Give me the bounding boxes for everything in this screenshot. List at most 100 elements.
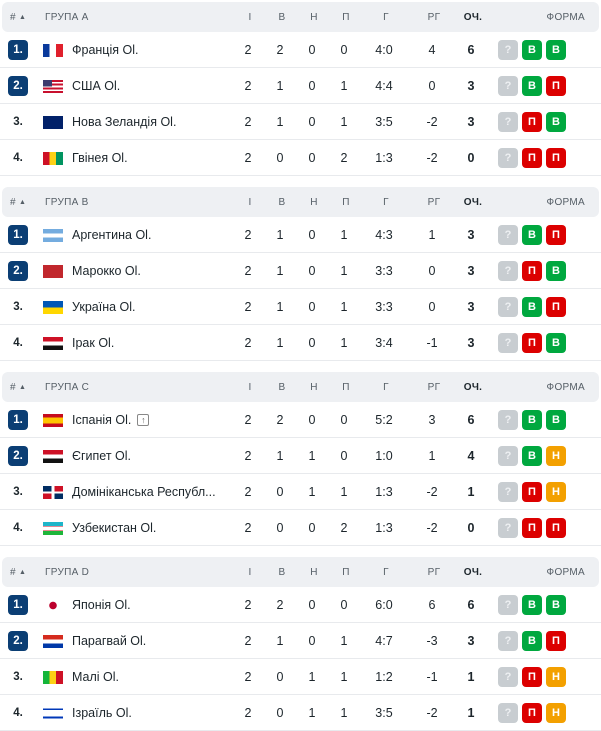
form-badge[interactable]: ? (498, 667, 518, 687)
won-header[interactable]: В (278, 11, 286, 23)
team-name[interactable]: Гвінея Ol. (72, 150, 128, 165)
table-row[interactable]: 1. Японія Ol. 2 2 0 0 6:0 6 6 ? В В (0, 587, 601, 623)
lost-header[interactable]: П (342, 381, 350, 393)
played-header[interactable]: І (248, 196, 252, 208)
drawn-header[interactable]: Н (310, 11, 318, 23)
points-header[interactable]: ОЧ. (463, 11, 483, 23)
team-name-cell[interactable]: Ірак Ol. (72, 325, 114, 360)
form-badge[interactable]: В (522, 446, 542, 466)
team-name-cell[interactable]: Парагвай Ol. (72, 623, 146, 658)
form-badge[interactable]: В (522, 297, 542, 317)
form-badge[interactable]: В (522, 225, 542, 245)
team-name-cell[interactable]: Японія Ol. (72, 587, 131, 622)
table-row[interactable]: 4. Узбекистан Ol. 2 0 0 2 1:3 -2 0 ? П П (0, 510, 601, 546)
goal-diff-header[interactable]: РГ (427, 196, 441, 208)
team-name-cell[interactable]: Узбекистан Ol. (72, 510, 156, 545)
table-row[interactable]: 1. Франція Ol. 2 2 0 0 4:0 4 6 ? В В (0, 32, 601, 68)
lost-header[interactable]: П (342, 11, 350, 23)
form-badge[interactable]: П (522, 667, 542, 687)
form-badge[interactable]: Н (546, 703, 566, 723)
form-badge[interactable]: П (546, 225, 566, 245)
points-header[interactable]: ОЧ. (463, 196, 483, 208)
team-name[interactable]: Узбекистан Ol. (72, 520, 157, 535)
table-row[interactable]: 2. США Ol. 2 1 0 1 4:4 0 3 ? В П (0, 68, 601, 104)
form-badge[interactable]: П (546, 518, 566, 538)
team-name-cell[interactable]: Єгипет Ol. (72, 438, 131, 473)
form-badge[interactable]: В (546, 333, 566, 353)
form-badge[interactable]: В (522, 410, 542, 430)
team-name-cell[interactable]: Україна Ol. (72, 289, 136, 324)
form-badge[interactable]: Н (546, 667, 566, 687)
team-name-cell[interactable]: Домініканська Республ... (72, 474, 216, 509)
form-badge[interactable]: П (522, 518, 542, 538)
goal-diff-header[interactable]: РГ (427, 381, 441, 393)
won-header[interactable]: В (278, 381, 286, 393)
form-badge[interactable]: ? (498, 148, 518, 168)
team-name[interactable]: США Ol. (72, 78, 121, 93)
form-badge[interactable]: П (522, 148, 542, 168)
form-badge[interactable]: Н (546, 482, 566, 502)
form-badge[interactable]: П (522, 112, 542, 132)
form-badge[interactable]: В (546, 40, 566, 60)
points-header[interactable]: ОЧ. (463, 381, 483, 393)
team-name-cell[interactable]: Гвінея Ol. (72, 140, 128, 175)
goal-diff-header[interactable]: РГ (427, 11, 441, 23)
played-header[interactable]: І (248, 566, 252, 578)
table-row[interactable]: 3. Нова Зеландія Ol. 2 1 0 1 3:5 -2 3 ? П… (0, 104, 601, 140)
form-badge[interactable]: П (546, 631, 566, 651)
form-badge[interactable]: ? (498, 595, 518, 615)
sort-by-rank-header[interactable]: # ▲ (10, 187, 32, 217)
form-badge[interactable]: ? (498, 518, 518, 538)
goals-header[interactable]: Г (383, 566, 389, 578)
form-badge[interactable]: ? (498, 40, 518, 60)
table-row[interactable]: 4. Ізраїль Ol. 2 0 1 1 3:5 -2 1 ? П Н (0, 695, 601, 731)
team-name-cell[interactable]: Іспанія Ol. ↑ (72, 402, 150, 437)
team-name[interactable]: Іспанія Ol. (72, 412, 132, 427)
form-badge[interactable]: В (546, 410, 566, 430)
team-name[interactable]: Аргентина Ol. (72, 227, 152, 242)
drawn-header[interactable]: Н (310, 566, 318, 578)
table-row[interactable]: 1. Аргентина Ol. 2 1 0 1 4:3 1 3 ? В П (0, 217, 601, 253)
form-badge[interactable]: ? (498, 703, 518, 723)
form-badge[interactable]: П (546, 148, 566, 168)
form-badge[interactable]: В (522, 631, 542, 651)
form-badge[interactable]: В (522, 40, 542, 60)
team-name[interactable]: Японія Ol. (72, 597, 131, 612)
form-badge[interactable]: ? (498, 446, 518, 466)
form-badge[interactable]: В (546, 261, 566, 281)
form-badge[interactable]: П (546, 297, 566, 317)
form-badge[interactable]: Н (546, 446, 566, 466)
team-name[interactable]: Марокко Ol. (72, 263, 141, 278)
team-name[interactable]: Парагвай Ol. (72, 633, 147, 648)
team-name-cell[interactable]: Малі Ol. (72, 659, 119, 694)
form-badge[interactable]: ? (498, 297, 518, 317)
form-badge[interactable]: П (546, 76, 566, 96)
table-row[interactable]: 3. Домініканська Республ... 2 0 1 1 1:3 … (0, 474, 601, 510)
sort-by-rank-header[interactable]: # ▲ (10, 2, 32, 32)
lost-header[interactable]: П (342, 566, 350, 578)
lost-header[interactable]: П (342, 196, 350, 208)
table-row[interactable]: 2. Єгипет Ol. 2 1 1 0 1:0 1 4 ? В Н (0, 438, 601, 474)
team-name[interactable]: Нова Зеландія Ol. (72, 114, 177, 129)
table-row[interactable]: 2. Марокко Ol. 2 1 0 1 3:3 0 3 ? П В (0, 253, 601, 289)
team-name[interactable]: Малі Ol. (72, 669, 120, 684)
goals-header[interactable]: Г (383, 381, 389, 393)
team-name-cell[interactable]: Франція Ol. (72, 32, 138, 67)
form-badge[interactable]: П (522, 482, 542, 502)
form-badge[interactable]: ? (498, 261, 518, 281)
team-name-cell[interactable]: Ізраїль Ol. (72, 695, 132, 730)
team-name-cell[interactable]: Марокко Ol. (72, 253, 141, 288)
form-badge[interactable]: П (522, 333, 542, 353)
table-row[interactable]: 2. Парагвай Ol. 2 1 0 1 4:7 -3 3 ? В П (0, 623, 601, 659)
form-badge[interactable]: В (522, 76, 542, 96)
drawn-header[interactable]: Н (310, 196, 318, 208)
team-name[interactable]: Ірак Ol. (72, 335, 115, 350)
form-badge[interactable]: В (546, 112, 566, 132)
won-header[interactable]: В (278, 566, 286, 578)
team-name[interactable]: Франція Ol. (72, 42, 139, 57)
form-badge[interactable]: ? (498, 482, 518, 502)
team-name[interactable]: Україна Ol. (72, 299, 136, 314)
form-badge[interactable]: П (522, 703, 542, 723)
table-row[interactable]: 4. Ірак Ol. 2 1 0 1 3:4 -1 3 ? П В (0, 325, 601, 361)
drawn-header[interactable]: Н (310, 381, 318, 393)
